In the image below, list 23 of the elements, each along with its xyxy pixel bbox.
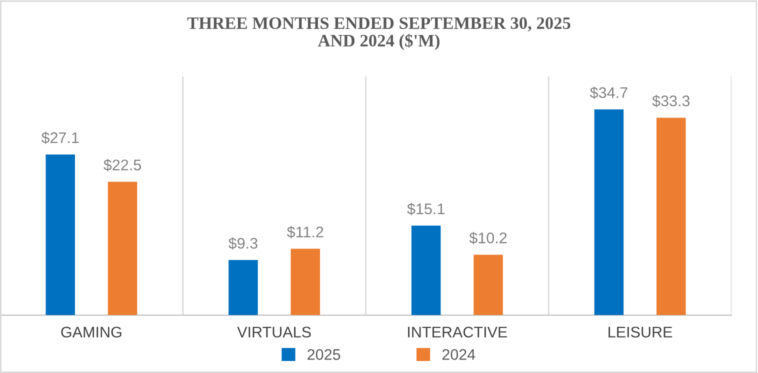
bar	[656, 118, 686, 316]
bar	[108, 182, 138, 316]
data-label: $22.5	[104, 158, 141, 172]
legend-label: 2024	[442, 349, 476, 360]
data-label: $9.3	[228, 237, 258, 250]
bar	[290, 248, 320, 316]
data-label: $34.7	[590, 86, 628, 99]
x-tick-label: GAMING	[61, 326, 122, 338]
bar	[228, 260, 258, 316]
bar	[594, 109, 624, 316]
data-label: $27.1	[41, 132, 79, 144]
data-label: $33.3	[652, 94, 690, 108]
x-tick-label: VIRTUALS	[237, 326, 311, 338]
x-tick-label: INTERACTIVE	[408, 326, 508, 338]
data-label: $15.1	[407, 202, 444, 216]
legend-label: 2025	[308, 349, 340, 360]
x-tick-label: LEISURE	[608, 326, 672, 338]
chart-title: THREE MONTHS ENDED SEPTEMBER 30, 2025 AND 2024 ($'M)	[187, 17, 570, 50]
data-label: $10.2	[469, 232, 507, 244]
bar	[474, 254, 503, 316]
bar	[411, 226, 441, 316]
bar	[46, 154, 75, 316]
data-label: $11.2	[287, 226, 324, 238]
